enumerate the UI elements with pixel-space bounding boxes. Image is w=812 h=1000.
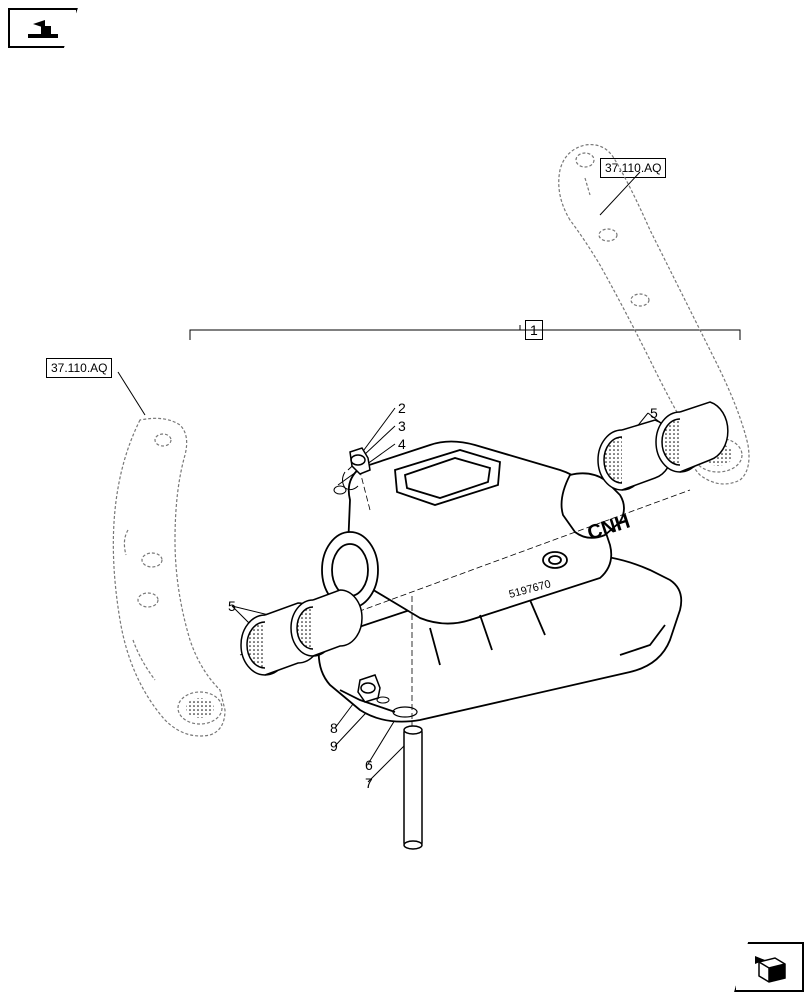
tube bbox=[404, 726, 422, 849]
left-arm bbox=[113, 418, 225, 736]
plug-8 bbox=[358, 675, 380, 702]
diagram-svg: CNH 5197670 bbox=[0, 0, 812, 1000]
